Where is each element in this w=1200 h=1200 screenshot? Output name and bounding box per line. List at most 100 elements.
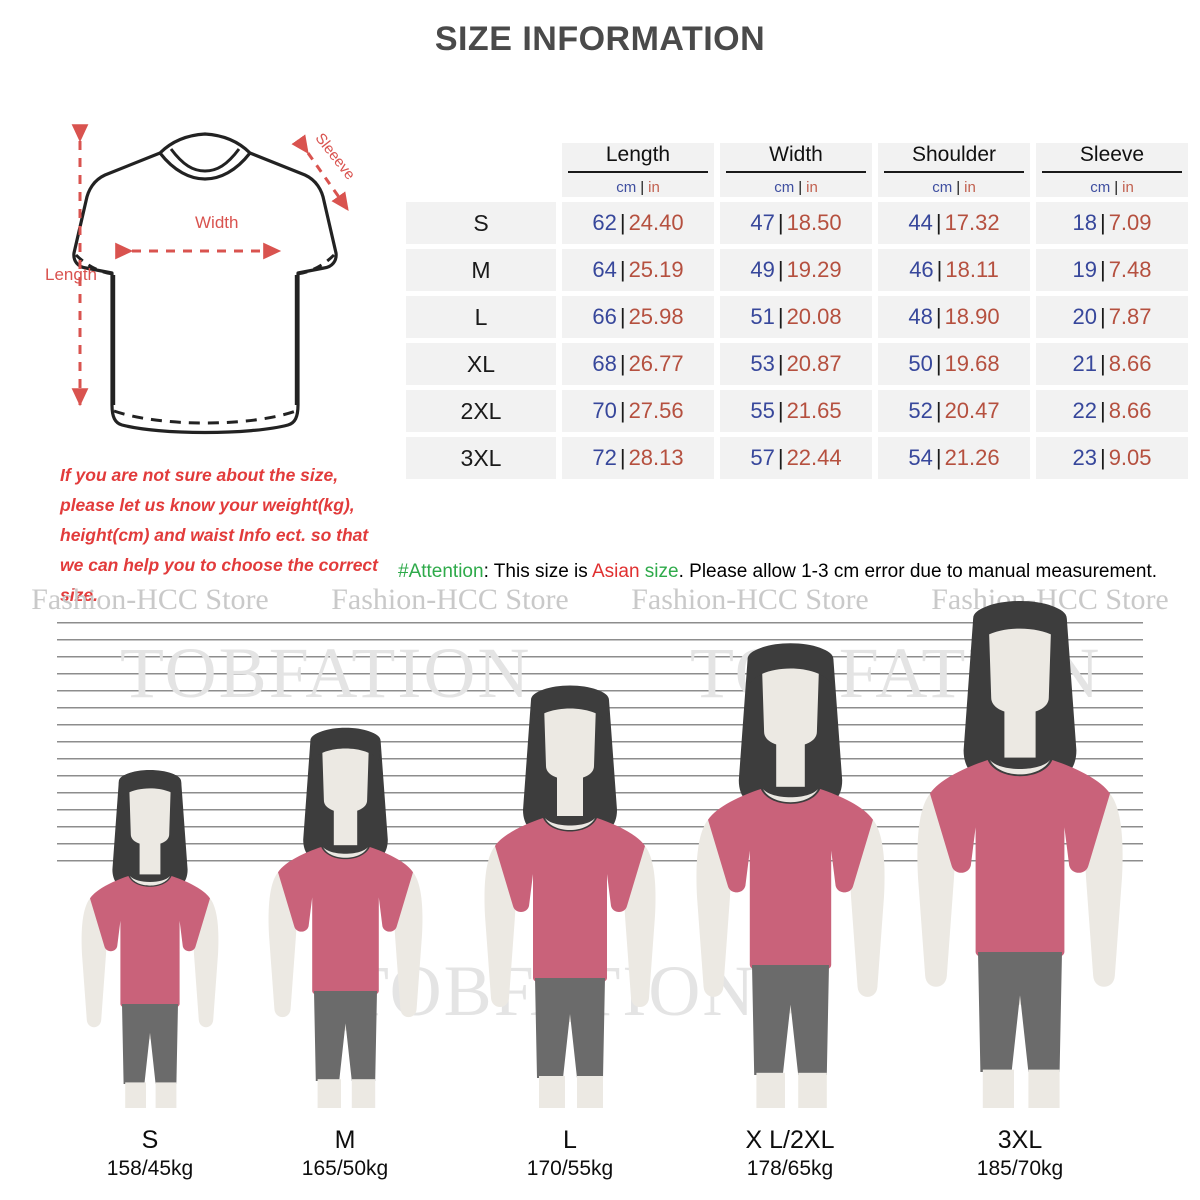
table-header-row: Length cm | in Width cm | in Shoulder cm | in: [406, 143, 1188, 197]
person-silhouette-icon: [268, 727, 422, 1108]
model-label: 3XL 185/70kg: [910, 1125, 1130, 1183]
measurement-cell: 20 | 7.87: [1036, 296, 1188, 338]
table-row: XL 68 | 26.77 53 | 20.87 50 | 19.68 21 | 8.66: [406, 343, 1188, 385]
header-length-units: cm | in: [616, 179, 660, 196]
header-sleeve-units: cm | in: [1090, 179, 1134, 196]
value-separator: |: [777, 445, 784, 470]
measurement-cell: 44 | 17.32: [878, 202, 1030, 244]
measurement-cell: 23 | 9.05: [1036, 437, 1188, 479]
value-in: 21.26: [944, 445, 1000, 470]
model-spec-label: 165/50kg: [301, 1157, 389, 1180]
unit-cm: cm: [774, 179, 795, 196]
measurement-cell: 54 | 21.26: [878, 437, 1030, 479]
diagram-length-label: Length: [45, 265, 97, 284]
measurement-cell: 52 | 20.47: [878, 390, 1030, 432]
model-size-label: S: [141, 1126, 159, 1154]
value-in: 20.08: [786, 304, 842, 329]
value-separator: |: [1099, 304, 1106, 329]
value-cm: 72: [592, 445, 617, 470]
value-in: 18.50: [786, 210, 842, 235]
value-in: 22.44: [786, 445, 842, 470]
sizing-help-note: If you are not sure about the size, plea…: [60, 465, 378, 605]
value-separator: |: [777, 257, 784, 282]
model-size-label: M: [334, 1126, 356, 1154]
size-table: Length cm | in Width cm | in Shoulder cm | in: [400, 138, 1194, 484]
model-figure: [66, 764, 234, 1108]
value-cm: 66: [592, 304, 617, 329]
value-separator: |: [619, 257, 626, 282]
measurement-cell: 62 | 24.40: [562, 202, 714, 244]
unit-cm: cm: [616, 179, 637, 196]
value-cm: 57: [750, 445, 775, 470]
measurement-cell: 51 | 20.08: [720, 296, 872, 338]
value-separator: |: [777, 351, 784, 376]
value-in: 19.68: [944, 351, 1000, 376]
value-in: 27.56: [628, 398, 684, 423]
value-separator: |: [619, 304, 626, 329]
header-shoulder: Shoulder cm | in: [878, 143, 1030, 197]
value-cm: 44: [908, 210, 933, 235]
value-cm: 46: [909, 257, 934, 282]
unit-cm: cm: [932, 179, 953, 196]
value-separator: |: [619, 210, 626, 235]
value-in: 18.90: [944, 304, 1000, 329]
value-cm: 18: [1072, 210, 1097, 235]
header-sleeve-label: Sleeve: [1042, 143, 1182, 173]
measurement-cell: 53 | 20.87: [720, 343, 872, 385]
value-in: 7.09: [1108, 210, 1152, 235]
header-sleeve: Sleeve cm | in: [1036, 143, 1188, 197]
value-in: 7.48: [1108, 257, 1152, 282]
measurement-cell: 46 | 18.11: [878, 249, 1030, 291]
value-in: 8.66: [1108, 398, 1152, 423]
diagram-width-label: Width: [195, 213, 239, 232]
model-figure: [251, 721, 440, 1108]
measurement-cell: 70 | 27.56: [562, 390, 714, 432]
model-label: M 165/50kg: [235, 1125, 455, 1183]
value-cm: 49: [750, 257, 775, 282]
model-spec-label: 178/65kg: [746, 1157, 834, 1180]
size-label-cell: L: [406, 296, 556, 338]
unit-separator: |: [956, 179, 961, 196]
value-cm: 62: [592, 210, 617, 235]
size-label-cell: XL: [406, 343, 556, 385]
value-in: 21.65: [786, 398, 842, 423]
unit-in: in: [964, 179, 976, 196]
value-cm: 22: [1072, 398, 1097, 423]
value-in: 28.13: [628, 445, 684, 470]
value-separator: |: [1099, 351, 1106, 376]
model-figure: [675, 635, 906, 1108]
table-row: S 62 | 24.40 47 | 18.50 44 | 17.32 18 | 7.09: [406, 202, 1188, 244]
measurement-cell: 19 | 7.48: [1036, 249, 1188, 291]
value-separator: |: [619, 351, 626, 376]
header-length-label: Length: [568, 143, 708, 173]
value-in: 17.32: [944, 210, 1000, 235]
value-in: 8.66: [1108, 351, 1152, 376]
measurement-cell: 66 | 25.98: [562, 296, 714, 338]
unit-in: in: [806, 179, 818, 196]
attention-note: #Attention: This size is Asian size. Ple…: [398, 558, 1170, 585]
model-size-label: X L/2XL: [745, 1126, 835, 1154]
value-separator: |: [1099, 257, 1106, 282]
value-separator: |: [936, 257, 943, 282]
measurement-cell: 18 | 7.09: [1036, 202, 1188, 244]
measurement-cell: 49 | 19.29: [720, 249, 872, 291]
header-width-label: Width: [726, 143, 866, 173]
value-separator: |: [935, 351, 942, 376]
value-separator: |: [777, 304, 784, 329]
person-silhouette-icon: [484, 685, 656, 1108]
value-cm: 54: [908, 445, 933, 470]
measurement-cell: 21 | 8.66: [1036, 343, 1188, 385]
model-comparison-section: TOBFATION TOBFATION TOBFATION S158/45kgM…: [0, 601, 1200, 1200]
attention-tag: #Attention: [398, 561, 484, 582]
size-label-cell: S: [406, 202, 556, 244]
value-cm: 50: [908, 351, 933, 376]
value-in: 18.11: [945, 257, 999, 282]
value-separator: |: [935, 210, 942, 235]
value-cm: 68: [592, 351, 617, 376]
value-separator: |: [1099, 210, 1106, 235]
value-in: 25.19: [628, 257, 684, 282]
measurement-cell: 72 | 28.13: [562, 437, 714, 479]
value-cm: 48: [908, 304, 933, 329]
value-separator: |: [777, 398, 784, 423]
value-in: 20.87: [786, 351, 842, 376]
